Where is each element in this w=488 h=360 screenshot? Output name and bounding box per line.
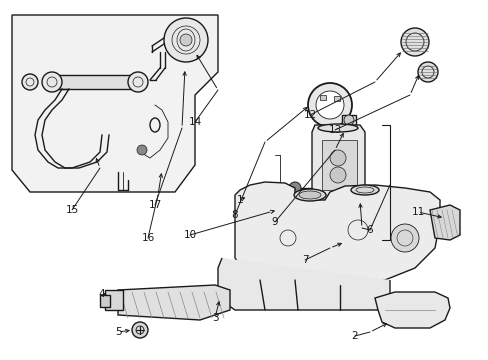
Circle shape xyxy=(22,74,38,90)
Text: 3: 3 xyxy=(211,313,218,323)
Text: 11: 11 xyxy=(410,207,424,217)
Text: 7: 7 xyxy=(301,255,307,265)
Text: 1: 1 xyxy=(236,195,243,205)
Text: 6: 6 xyxy=(366,225,372,235)
Polygon shape xyxy=(374,292,449,328)
Text: 8: 8 xyxy=(231,210,238,220)
Text: 16: 16 xyxy=(141,233,154,243)
Polygon shape xyxy=(118,285,229,320)
Circle shape xyxy=(343,115,353,125)
Polygon shape xyxy=(218,258,389,310)
Ellipse shape xyxy=(350,185,378,195)
Text: 10: 10 xyxy=(183,230,196,240)
Circle shape xyxy=(180,34,192,46)
Circle shape xyxy=(417,62,437,82)
Polygon shape xyxy=(12,15,218,192)
Bar xyxy=(341,115,355,125)
Ellipse shape xyxy=(293,189,325,201)
Text: 5: 5 xyxy=(115,327,121,337)
Circle shape xyxy=(307,83,351,127)
Circle shape xyxy=(338,224,370,256)
Text: 2: 2 xyxy=(351,331,358,341)
Text: 14: 14 xyxy=(188,117,201,127)
Ellipse shape xyxy=(298,191,320,199)
Bar xyxy=(55,75,135,89)
Circle shape xyxy=(329,167,346,183)
Circle shape xyxy=(329,150,346,166)
Circle shape xyxy=(390,224,418,252)
Bar xyxy=(319,95,325,100)
Circle shape xyxy=(400,28,428,56)
Circle shape xyxy=(42,72,62,92)
Bar xyxy=(321,140,356,190)
Polygon shape xyxy=(429,205,459,240)
Circle shape xyxy=(271,207,282,217)
Polygon shape xyxy=(235,182,439,280)
Text: 13: 13 xyxy=(328,125,341,135)
Circle shape xyxy=(128,72,148,92)
Bar xyxy=(105,290,123,310)
Bar xyxy=(100,295,110,307)
Text: 9: 9 xyxy=(271,217,278,227)
Circle shape xyxy=(288,182,301,194)
Text: 12: 12 xyxy=(303,110,316,120)
Ellipse shape xyxy=(317,124,357,132)
Circle shape xyxy=(315,91,343,119)
Text: 17: 17 xyxy=(148,200,162,210)
Circle shape xyxy=(163,18,207,62)
Polygon shape xyxy=(311,125,364,232)
Text: 4: 4 xyxy=(99,289,105,299)
Circle shape xyxy=(137,145,147,155)
Text: 15: 15 xyxy=(65,205,79,215)
Bar xyxy=(333,96,339,101)
Circle shape xyxy=(132,322,148,338)
Circle shape xyxy=(346,231,363,249)
